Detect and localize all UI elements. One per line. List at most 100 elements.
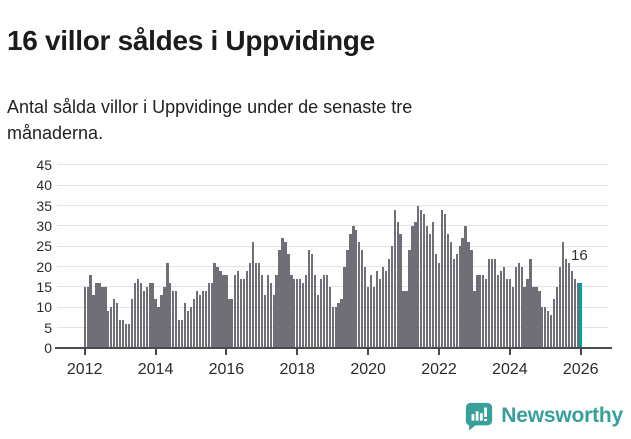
x-tick [508, 349, 511, 355]
x-tick [154, 349, 157, 355]
bar [234, 274, 237, 348]
bar [163, 286, 166, 348]
y-tick-label: 30 [36, 217, 52, 234]
bar [157, 307, 160, 348]
x-tick-label: 2024 [492, 361, 528, 378]
bar [130, 299, 134, 348]
y-gridline [57, 164, 608, 166]
bar [340, 299, 343, 348]
bar [550, 315, 553, 348]
bar [228, 299, 231, 348]
latest-value-annotation: 16 [571, 247, 588, 264]
highlight-bar [579, 282, 583, 348]
bar [485, 278, 488, 348]
bar [127, 323, 131, 348]
bar [304, 274, 308, 348]
bar [169, 282, 172, 348]
bar [151, 282, 154, 348]
bar [257, 262, 261, 348]
bar [121, 319, 125, 348]
bar [92, 295, 95, 348]
bar [148, 282, 151, 348]
bar [428, 234, 432, 348]
bar [461, 238, 464, 348]
bar [505, 278, 509, 348]
bar [411, 225, 414, 348]
bar [189, 307, 193, 348]
bar [482, 274, 485, 348]
y-gridline [57, 184, 608, 186]
bar [331, 307, 334, 348]
bar [384, 270, 387, 348]
y-gridline [57, 225, 608, 227]
bar [420, 209, 423, 348]
bar [467, 242, 470, 348]
bar [284, 242, 287, 348]
bar [437, 262, 441, 348]
bar [538, 291, 541, 348]
bar [237, 270, 240, 348]
bar [154, 299, 157, 348]
y-tick-label: 25 [36, 238, 52, 255]
bar [417, 205, 420, 348]
bar [479, 274, 482, 348]
bar [216, 266, 219, 348]
bar [499, 270, 503, 348]
bar [440, 209, 444, 348]
bar [473, 291, 476, 348]
bar [520, 266, 523, 348]
bar [346, 250, 349, 348]
subtitle-line-2: månaderna. [7, 123, 104, 143]
bar [541, 307, 544, 348]
bar [361, 250, 364, 348]
bar [101, 286, 104, 348]
y-tick-label: 10 [36, 299, 52, 316]
bar [396, 221, 399, 348]
bar [98, 282, 101, 348]
bar [390, 246, 393, 348]
bar [576, 282, 579, 348]
y-gridline [57, 205, 608, 207]
newsworthy-logo[interactable]: Newsworthy [464, 401, 623, 431]
bar [325, 274, 328, 348]
bar [355, 230, 358, 348]
bar [372, 286, 376, 348]
bar [547, 311, 550, 348]
bar [186, 311, 190, 348]
bar [254, 262, 258, 348]
bar [145, 286, 148, 348]
bar [263, 295, 266, 348]
x-tick [367, 349, 370, 355]
bar [219, 270, 222, 348]
bar [319, 278, 323, 348]
bar [414, 221, 417, 348]
bar [281, 238, 284, 348]
bar [381, 266, 385, 348]
bar [464, 225, 467, 348]
bar [375, 270, 379, 348]
bar [275, 274, 278, 348]
y-gridline [57, 286, 608, 288]
bar [523, 286, 526, 348]
bar [269, 282, 272, 348]
bar [352, 225, 355, 348]
x-tick [579, 349, 582, 355]
bar [567, 262, 571, 348]
x-tick [437, 349, 440, 355]
bar [555, 286, 559, 348]
y-tick-label: 20 [36, 258, 52, 275]
x-tick-label: 2022 [421, 361, 457, 378]
y-gridline [57, 245, 608, 247]
bar [225, 274, 228, 348]
bar [408, 250, 411, 348]
bar [349, 234, 352, 348]
bar [529, 258, 532, 348]
bar [535, 286, 538, 348]
bar [443, 213, 447, 348]
bar [166, 262, 169, 348]
page-title: 16 villor såldes i Uppvidinge [7, 24, 375, 56]
bar [452, 258, 455, 348]
bar [183, 303, 187, 348]
bar [104, 286, 107, 348]
bar [113, 299, 116, 348]
